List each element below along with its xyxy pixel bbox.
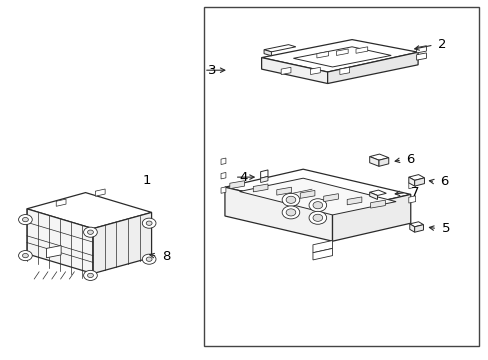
Polygon shape xyxy=(46,246,61,258)
Polygon shape xyxy=(408,181,415,189)
Polygon shape xyxy=(416,46,426,53)
Polygon shape xyxy=(224,169,410,212)
Polygon shape xyxy=(224,187,332,241)
Text: 6: 6 xyxy=(406,153,414,166)
Circle shape xyxy=(312,202,322,209)
Polygon shape xyxy=(261,58,327,84)
Polygon shape xyxy=(221,172,225,179)
Text: 5: 5 xyxy=(441,222,449,235)
Polygon shape xyxy=(409,222,423,227)
Polygon shape xyxy=(312,248,332,260)
Circle shape xyxy=(87,273,93,278)
Polygon shape xyxy=(56,199,66,206)
Polygon shape xyxy=(336,49,347,55)
Polygon shape xyxy=(346,197,361,205)
Polygon shape xyxy=(327,52,417,84)
Polygon shape xyxy=(316,51,328,58)
Circle shape xyxy=(146,257,152,261)
Circle shape xyxy=(142,218,156,228)
Polygon shape xyxy=(95,189,105,196)
Polygon shape xyxy=(355,47,367,53)
Text: 2: 2 xyxy=(437,39,446,51)
Text: 6: 6 xyxy=(439,175,447,188)
Polygon shape xyxy=(369,157,378,166)
Circle shape xyxy=(83,270,97,280)
Polygon shape xyxy=(260,170,267,178)
Polygon shape xyxy=(221,187,225,193)
Polygon shape xyxy=(264,50,271,56)
Polygon shape xyxy=(323,194,338,202)
Polygon shape xyxy=(253,184,267,192)
Polygon shape xyxy=(260,176,267,183)
Circle shape xyxy=(19,251,32,261)
Polygon shape xyxy=(409,224,414,232)
Polygon shape xyxy=(239,178,395,215)
Polygon shape xyxy=(378,158,388,166)
Polygon shape xyxy=(221,158,225,165)
Circle shape xyxy=(146,221,152,225)
Circle shape xyxy=(308,199,326,212)
Polygon shape xyxy=(408,196,415,203)
Polygon shape xyxy=(414,178,424,186)
Polygon shape xyxy=(332,194,410,241)
Circle shape xyxy=(312,214,322,221)
Polygon shape xyxy=(264,45,295,52)
Polygon shape xyxy=(416,53,426,60)
Polygon shape xyxy=(261,40,417,72)
Circle shape xyxy=(282,206,299,219)
Text: 4: 4 xyxy=(239,171,247,184)
Text: 8: 8 xyxy=(162,250,170,263)
Circle shape xyxy=(282,193,299,206)
Circle shape xyxy=(22,217,28,222)
Circle shape xyxy=(308,211,326,224)
Text: 1: 1 xyxy=(142,174,151,186)
Circle shape xyxy=(19,215,32,225)
Polygon shape xyxy=(281,67,290,75)
Polygon shape xyxy=(369,190,386,195)
Polygon shape xyxy=(93,212,151,274)
Polygon shape xyxy=(310,67,320,75)
Polygon shape xyxy=(369,154,388,160)
Polygon shape xyxy=(408,175,424,180)
Circle shape xyxy=(22,253,28,258)
Polygon shape xyxy=(414,225,423,232)
Text: 3: 3 xyxy=(208,64,217,77)
Bar xyxy=(204,7,478,346)
Polygon shape xyxy=(27,209,93,274)
Circle shape xyxy=(285,196,295,203)
Circle shape xyxy=(87,230,93,234)
Circle shape xyxy=(285,209,295,216)
Polygon shape xyxy=(27,193,151,229)
Circle shape xyxy=(142,254,156,264)
Circle shape xyxy=(83,227,97,237)
Polygon shape xyxy=(293,47,390,67)
Polygon shape xyxy=(276,187,291,195)
Polygon shape xyxy=(408,177,414,186)
Text: 7: 7 xyxy=(409,186,418,199)
Polygon shape xyxy=(370,200,385,208)
Polygon shape xyxy=(339,67,349,75)
Polygon shape xyxy=(300,190,314,198)
Polygon shape xyxy=(369,192,377,199)
Polygon shape xyxy=(312,240,332,253)
Polygon shape xyxy=(229,181,244,189)
